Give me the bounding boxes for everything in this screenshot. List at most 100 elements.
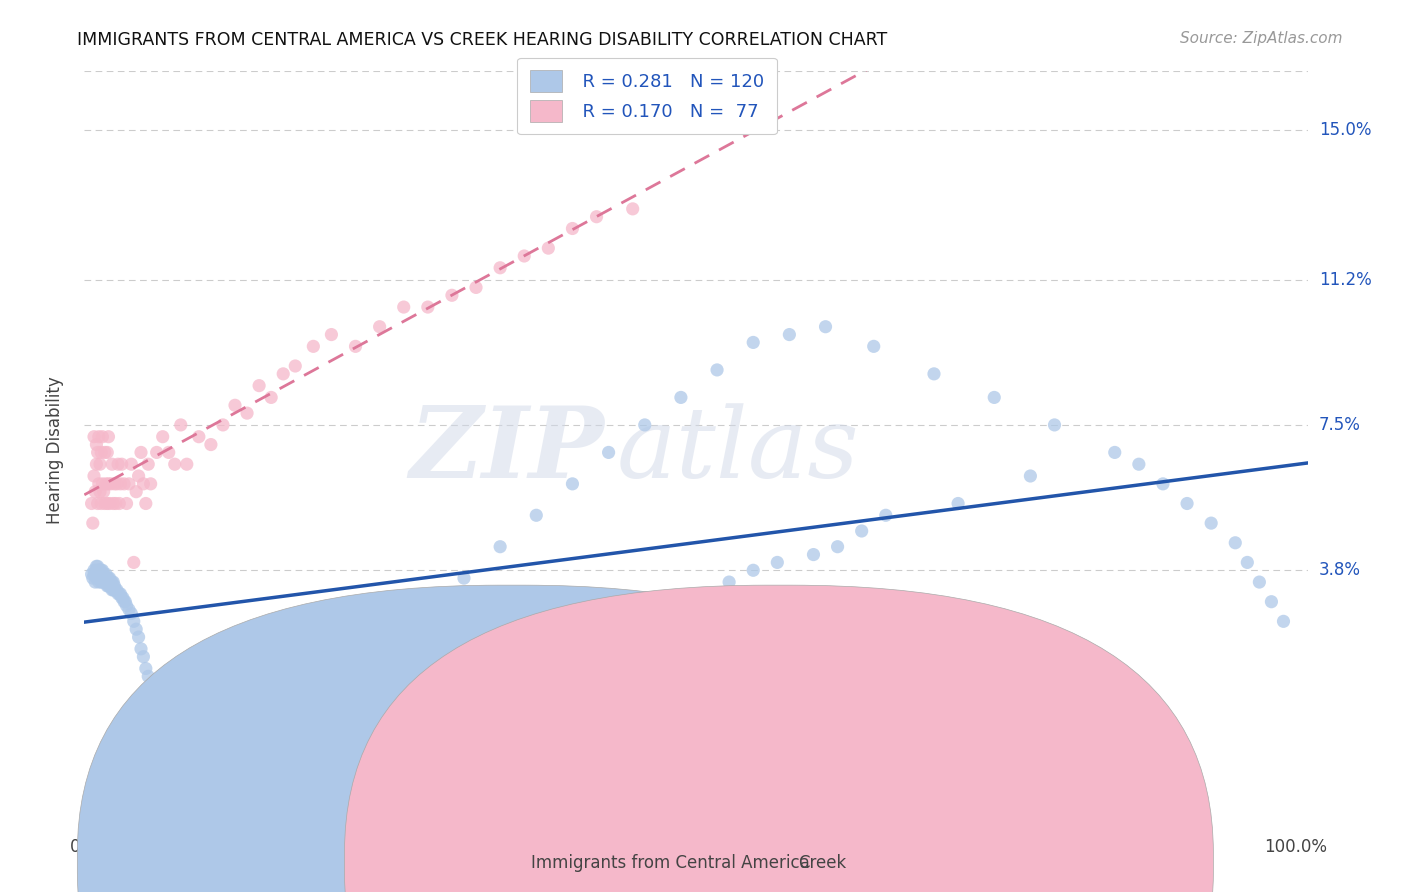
Point (111, 591, 134, 605)
Text: 11.2%: 11.2% (1319, 270, 1371, 289)
Point (87, 567, 110, 582)
Point (86, 559, 108, 574)
Point (669, 391, 692, 405)
Point (132, 476, 155, 491)
Point (862, 339, 884, 353)
Text: Creek: Creek (799, 854, 846, 871)
Point (105, 476, 128, 491)
Point (524, 508, 547, 523)
Point (86, 559, 108, 574)
Point (86, 496, 108, 510)
Point (101, 582, 124, 597)
Point (103, 575, 125, 590)
Point (145, 705, 167, 719)
Point (118, 602, 141, 616)
Point (108, 496, 131, 510)
Point (114, 595, 136, 609)
Point (115, 599, 138, 613)
Point (489, 260, 512, 275)
Point (405, 618, 427, 632)
Point (83, 469, 105, 483)
Point (561, 476, 583, 491)
Point (93, 567, 115, 582)
Point (96, 579, 118, 593)
Point (157, 736, 180, 750)
Point (90, 575, 112, 590)
Point (103, 476, 125, 491)
Point (224, 398, 246, 412)
Point (96, 445, 118, 459)
Point (100, 579, 122, 593)
Point (94, 496, 117, 510)
Text: IMMIGRANTS FROM CENTRAL AMERICA VS CREEK HEARING DISABILITY CORRELATION CHART: IMMIGRANTS FROM CENTRAL AMERICA VS CREEK… (77, 31, 887, 49)
Point (86, 571, 108, 585)
Point (429, 595, 451, 609)
Point (453, 571, 475, 585)
Point (946, 496, 969, 510)
Point (200, 780, 222, 794)
Point (1152, 476, 1174, 491)
Point (170, 417, 193, 432)
Point (132, 649, 155, 664)
Point (82, 571, 104, 585)
Point (82, 516, 104, 530)
Point (96, 496, 118, 510)
Point (84, 575, 107, 590)
Point (103, 582, 125, 597)
Point (89, 567, 111, 582)
Text: atlas: atlas (616, 403, 859, 498)
Point (224, 767, 246, 781)
Legend:   R = 0.281   N = 120,   R = 0.170   N =  77: R = 0.281 N = 120, R = 0.170 N = 77 (517, 58, 778, 134)
Point (128, 469, 150, 483)
Point (157, 445, 180, 459)
Point (308, 700, 330, 714)
Point (718, 575, 741, 590)
Point (97, 579, 120, 593)
Point (513, 249, 536, 263)
Point (122, 615, 145, 629)
Point (90, 563, 112, 577)
Point (86, 445, 108, 459)
Point (187, 430, 209, 444)
Point (108, 587, 131, 601)
Point (84, 567, 107, 582)
Text: 7.5%: 7.5% (1319, 416, 1361, 434)
Point (1199, 516, 1222, 530)
Point (135, 661, 157, 675)
Point (321, 327, 343, 342)
Point (163, 457, 186, 471)
Point (187, 775, 209, 789)
Point (125, 622, 148, 636)
Point (983, 391, 1005, 405)
Point (236, 406, 259, 420)
Point (98, 571, 121, 585)
Point (86, 563, 108, 577)
Point (120, 457, 142, 471)
Text: ZIP: ZIP (409, 402, 605, 499)
Point (94, 445, 117, 459)
Point (247, 378, 270, 392)
Point (86, 437, 108, 451)
Point (136, 669, 159, 683)
Point (139, 685, 162, 699)
Point (136, 457, 159, 471)
Point (122, 556, 145, 570)
Point (103, 579, 125, 593)
Point (94, 575, 117, 590)
Point (84, 484, 107, 499)
Point (97, 430, 120, 444)
Point (803, 548, 825, 562)
Point (90, 571, 112, 585)
Point (163, 747, 186, 762)
Point (922, 367, 945, 381)
Point (101, 457, 124, 471)
Point (1104, 445, 1126, 459)
Point (112, 595, 135, 609)
Point (97, 571, 120, 585)
Point (271, 728, 294, 742)
Point (91, 575, 114, 590)
Point (94, 567, 117, 582)
Point (107, 457, 129, 471)
Point (706, 363, 728, 377)
Point (598, 445, 620, 459)
